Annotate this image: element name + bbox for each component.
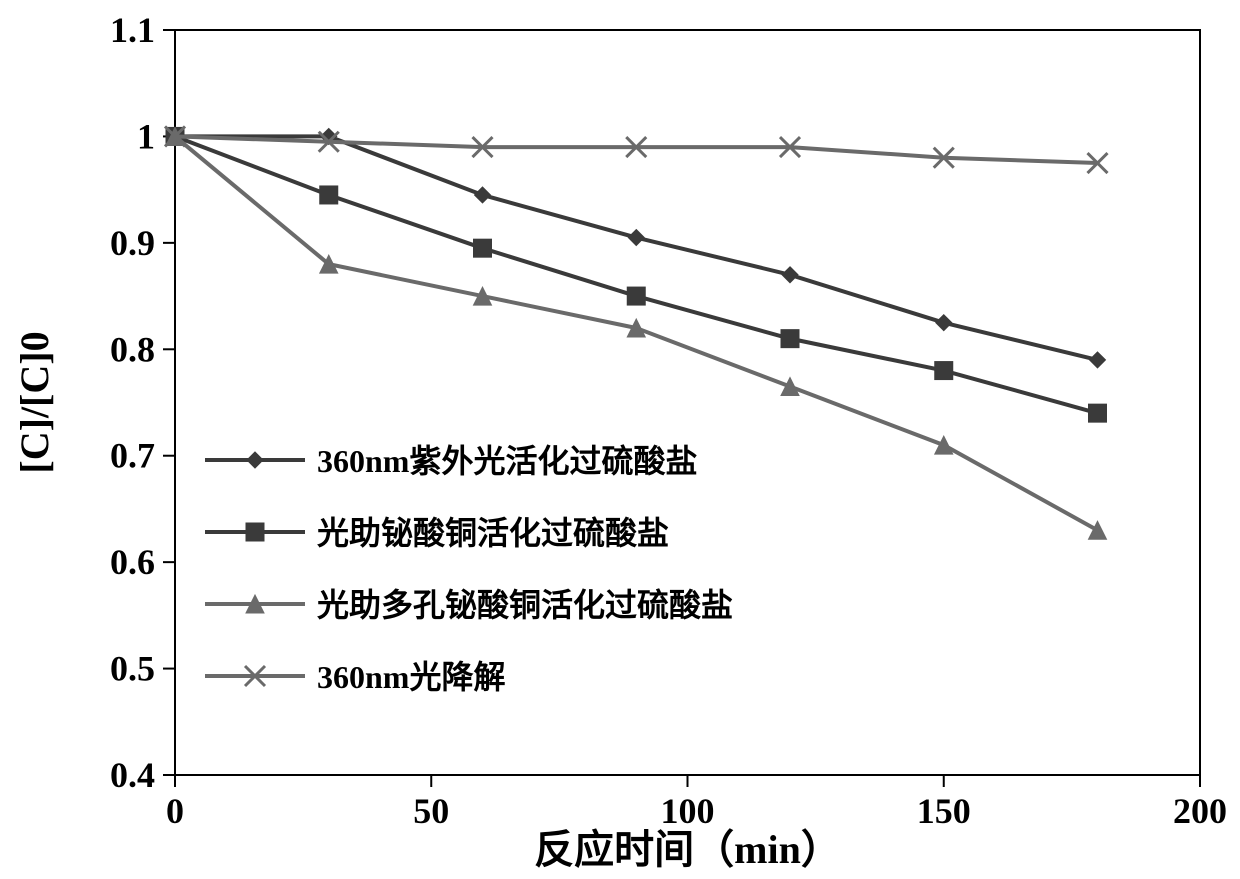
square-marker xyxy=(781,330,799,348)
square-marker xyxy=(935,362,953,380)
x-axis-title: 反应时间（min） xyxy=(534,827,841,872)
square-marker xyxy=(474,239,492,257)
square-marker xyxy=(320,186,338,204)
square-marker xyxy=(246,523,264,541)
y-axis-title: [C]/[C]0 xyxy=(12,331,57,473)
legend-label: 360nm紫外光活化过硫酸盐 xyxy=(317,443,697,479)
y-tick-label: 0.7 xyxy=(110,436,155,476)
y-tick-label: 1 xyxy=(137,116,155,156)
line-chart: 0 50 100 150 200 0.4 0.5 0.6 0.7 0.8 0.9 1 1.1 反应时间（m… xyxy=(0,0,1240,879)
chart-container: 0 50 100 150 200 0.4 0.5 0.6 0.7 0.8 0.9 1 1.1 反应时间（m… xyxy=(0,0,1240,879)
x-tick-label: 150 xyxy=(917,791,971,831)
x-tick-label: 200 xyxy=(1173,791,1227,831)
legend-label: 光助铋酸铜活化过硫酸盐 xyxy=(317,515,669,551)
y-tick-label: 0.9 xyxy=(110,223,155,263)
x-tick-label: 100 xyxy=(661,791,715,831)
square-marker xyxy=(1089,404,1107,422)
legend-label: 光助多孔铋酸铜活化过硫酸盐 xyxy=(317,587,733,623)
y-tick-label: 1.1 xyxy=(110,10,155,50)
square-marker xyxy=(627,287,645,305)
x-tick-label: 50 xyxy=(413,791,449,831)
y-tick-label: 0.5 xyxy=(110,649,155,689)
x-tick-label: 0 xyxy=(166,791,184,831)
legend-label: 360nm光降解 xyxy=(317,659,505,695)
y-tick-label: 0.4 xyxy=(110,755,155,795)
y-tick-label: 0.6 xyxy=(110,542,155,582)
y-tick-label: 0.8 xyxy=(110,329,155,369)
